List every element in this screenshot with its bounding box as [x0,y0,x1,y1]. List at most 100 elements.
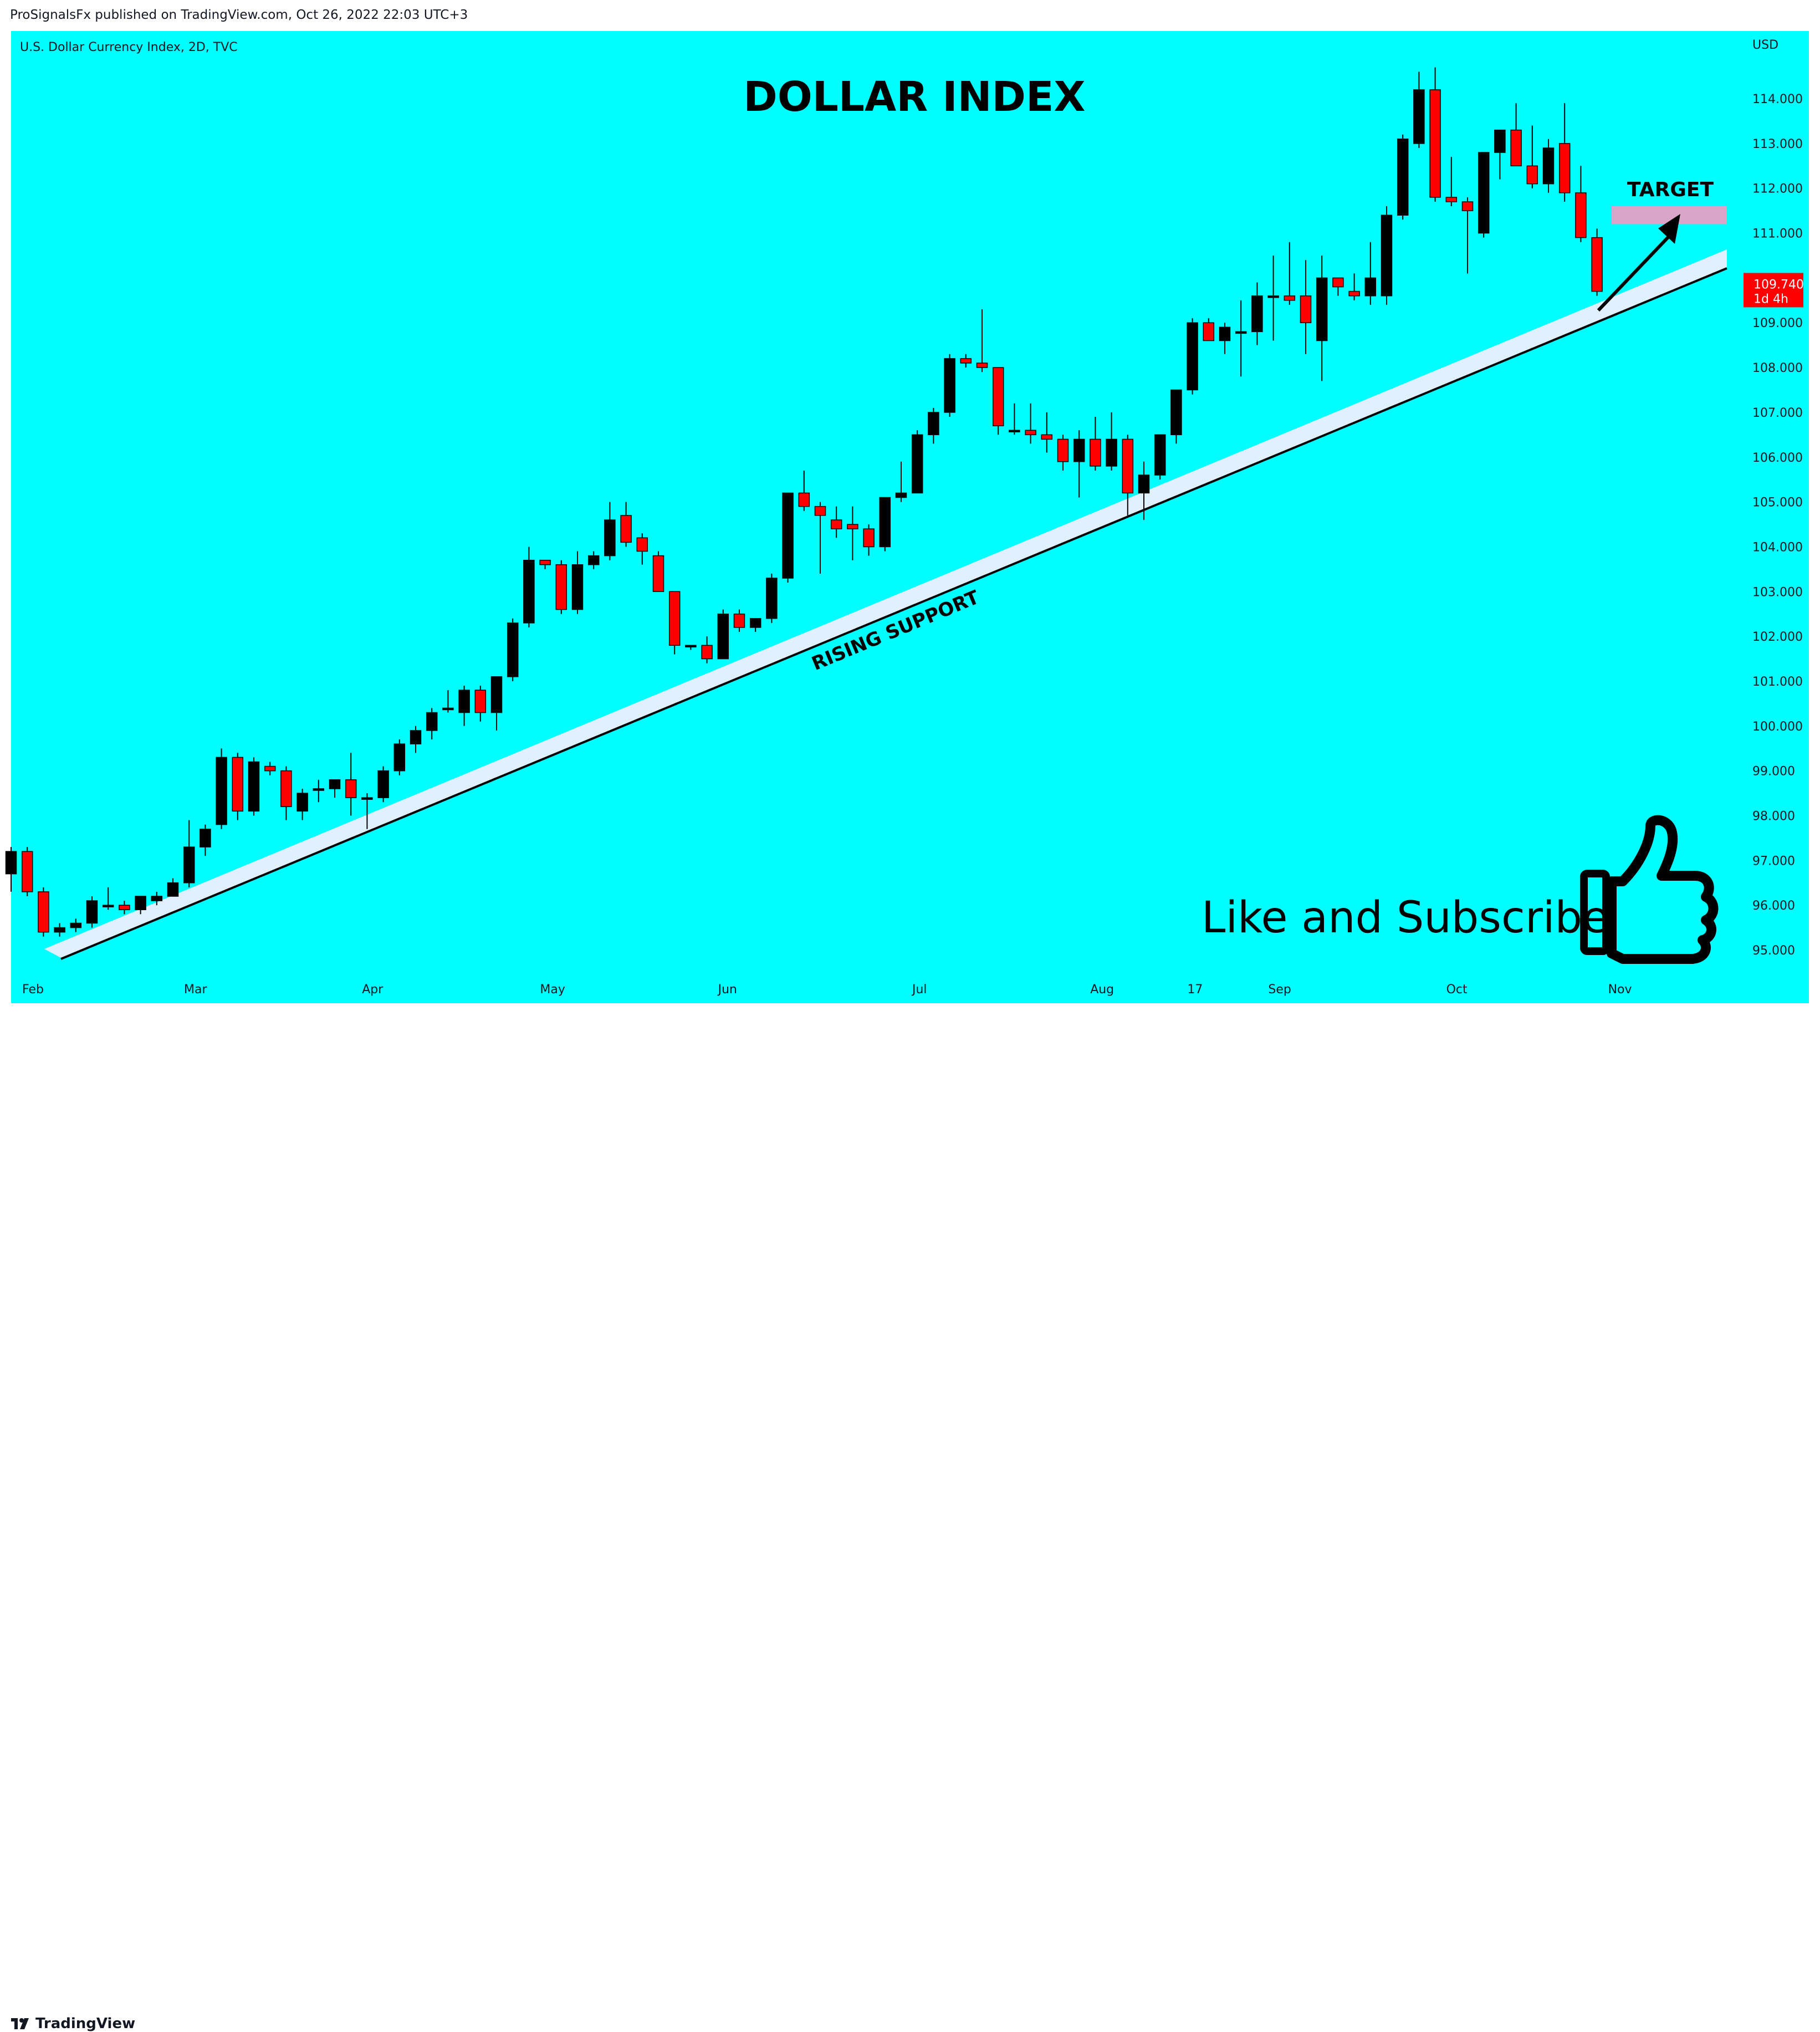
time-tick-label: Jun [717,983,737,997]
candle [1542,139,1555,193]
price-tick-label: 113.000 [1752,137,1803,151]
candle [1332,277,1344,296]
candle [183,820,195,887]
candle [1219,323,1231,354]
candle-body [685,645,697,648]
symbol-label: U.S. Dollar Currency Index, 2D, TVC [20,40,238,54]
thumbs-up-cuff [1580,870,1610,955]
price-tick-label: 106.000 [1752,451,1803,465]
candle [1381,206,1393,305]
cta-text[interactable]: Like and Subscribe [1202,893,1609,943]
candle [1106,412,1117,471]
candle-body [1203,322,1215,341]
candle-body [1397,139,1409,216]
footer-bar: TradingView [0,1003,1820,2032]
candle-body [1057,438,1069,462]
candle [119,901,130,915]
candle [1057,435,1069,471]
price-tick-label: 98.000 [1752,809,1795,823]
candle-body [377,770,389,798]
candle-body [604,519,616,556]
candle [1138,461,1150,520]
candle-body [1122,438,1134,494]
candle [620,502,632,547]
time-tick-label: May [540,983,565,997]
candle [911,430,923,494]
candle [102,887,114,910]
time-tick-label: Oct [1446,983,1468,997]
price-tick-label: 108.000 [1752,361,1803,375]
candle [216,748,227,829]
candle [151,891,163,906]
candle-body [992,367,1004,426]
candle [847,506,858,560]
candle-body [1041,434,1053,440]
candle [523,547,535,627]
candle [1591,228,1603,296]
candle [1284,242,1296,305]
candle-body [1267,295,1279,298]
candle [733,609,745,632]
candle-body [749,618,761,628]
candle-body [151,896,163,901]
candle-body [830,519,842,529]
candle [442,690,454,713]
time-tick-label: Feb [22,983,44,997]
candle-body [345,779,357,798]
candlestick-chart[interactable]: U.S. Dollar Currency Index, 2D, TVC DOLL… [0,0,1820,1042]
thumbs-up-icon[interactable] [1580,815,1719,964]
candle [490,676,503,731]
candle [1025,403,1036,444]
candle-body [1558,143,1571,193]
currency-label: USD [1752,38,1778,52]
candle-body [701,645,713,660]
candle-body [38,891,49,933]
candle-body [766,578,778,619]
candle [296,788,308,820]
candle [232,753,244,820]
candle [393,739,406,775]
candle [70,918,82,932]
candle [717,609,729,660]
candle [782,492,794,583]
candle-body [1316,277,1328,341]
candle [458,686,470,726]
candle-body [879,497,891,548]
candle-body [1526,165,1538,185]
target-arrow-head [1658,214,1680,244]
tradingview-logo[interactable]: TradingView [11,2015,135,2032]
candle [1251,282,1263,345]
candle-body [863,528,875,548]
candle [814,502,826,574]
candle-body [167,882,179,897]
candle [474,686,487,722]
candle-body [733,613,745,628]
candle-body [1187,322,1198,391]
annotations: TARGET Like and Subscribe [1202,178,1727,964]
candle [1478,152,1490,238]
candle-body [847,524,858,529]
candle-body [1009,430,1020,433]
candle-body [668,591,681,646]
price-axis[interactable]: 95.000 96.000 97.000 98.000 99.000 100.000 101… [1752,93,1803,958]
price-tick-label: 111.000 [1752,227,1803,241]
candle-body [1170,389,1182,436]
rising-support-line: RISING SUPPORT [44,249,1727,960]
time-axis[interactable]: Feb Mar Apr May Jun Jul Aug 17 Sep Oct Nov [22,983,1632,997]
candle-body [1494,129,1506,153]
candle-body [507,622,519,677]
candle-body [1251,295,1263,333]
candle-body [1073,438,1085,462]
candle [1316,255,1328,381]
candle-body [1364,277,1377,297]
candle-body [1284,295,1296,301]
candle [636,533,648,565]
candle [1397,134,1409,220]
candle-body [652,555,664,593]
support-line [60,267,1727,960]
candle-body [70,922,82,928]
candle [571,551,584,614]
candle [54,923,65,937]
candle-body [474,690,487,713]
time-tick-label: Jul [911,983,927,997]
